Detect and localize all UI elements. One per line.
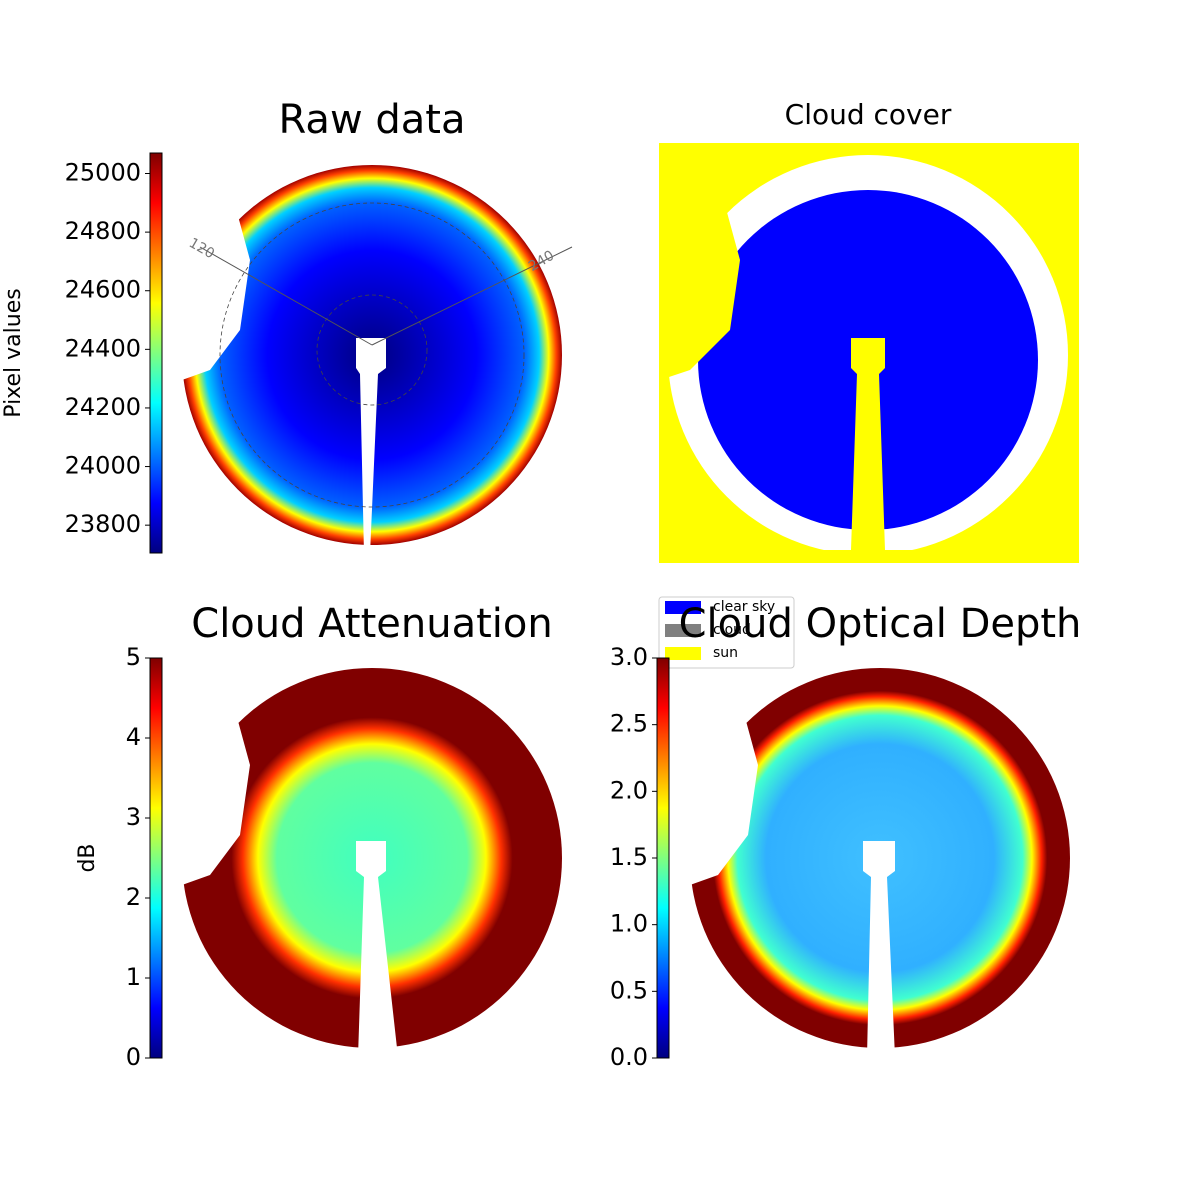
colorbar-label: dB — [75, 843, 100, 872]
colorbar-tick-label: 0.5 — [610, 976, 648, 1004]
colorbar-tick-label: 24800 — [65, 217, 141, 245]
legend-swatch — [665, 624, 701, 637]
colorbar-tick-label: 3 — [126, 803, 141, 831]
legend-swatch — [665, 647, 701, 660]
colorbar-tick-label: 2.0 — [610, 776, 648, 804]
colorbar-tick-label: 5 — [126, 643, 141, 671]
colorbar-tick-label: 1.5 — [610, 843, 648, 871]
colorbar-tick-label: 0.0 — [610, 1043, 648, 1071]
panel-title: Raw data — [279, 97, 466, 143]
cloud-cover-image — [659, 143, 1079, 563]
attenuation-image — [180, 668, 570, 1068]
legend-label: clear sky — [713, 599, 775, 615]
panel-title: Cloud Optical Depth — [679, 601, 1082, 647]
colorbar-tick-label: 23800 — [65, 510, 141, 538]
legend-label: sun — [713, 645, 738, 661]
colorbar-label: Pixel values — [1, 288, 26, 417]
colorbar-tick-label: 24600 — [65, 276, 141, 304]
colorbar — [149, 657, 163, 1059]
colorbar — [149, 152, 163, 554]
colorbar-tick-label: 1.0 — [610, 910, 648, 938]
colorbar-tick-label: 3.0 — [610, 643, 648, 671]
legend-swatch — [665, 601, 701, 614]
colorbar-tick-label: 2 — [126, 883, 141, 911]
colorbar-tick-label: 0 — [126, 1043, 141, 1071]
colorbar — [656, 657, 670, 1059]
colorbar-tick-label: 2.5 — [610, 710, 648, 738]
panel-title: Cloud cover — [785, 98, 952, 131]
colorbar-tick-label: 24200 — [65, 393, 141, 421]
legend-label: cloud — [713, 622, 751, 638]
colorbar-tick-label: 4 — [126, 723, 141, 751]
colorbar-tick-label: 1 — [126, 963, 141, 991]
colorbar-tick-label: 24000 — [65, 452, 141, 480]
raw-image — [180, 165, 573, 565]
panel-title: Cloud Attenuation — [191, 601, 552, 647]
colorbar-tick-label: 24400 — [65, 334, 141, 362]
colorbar-tick-label: 25000 — [65, 159, 141, 187]
optical-depth-image — [688, 668, 1078, 1068]
